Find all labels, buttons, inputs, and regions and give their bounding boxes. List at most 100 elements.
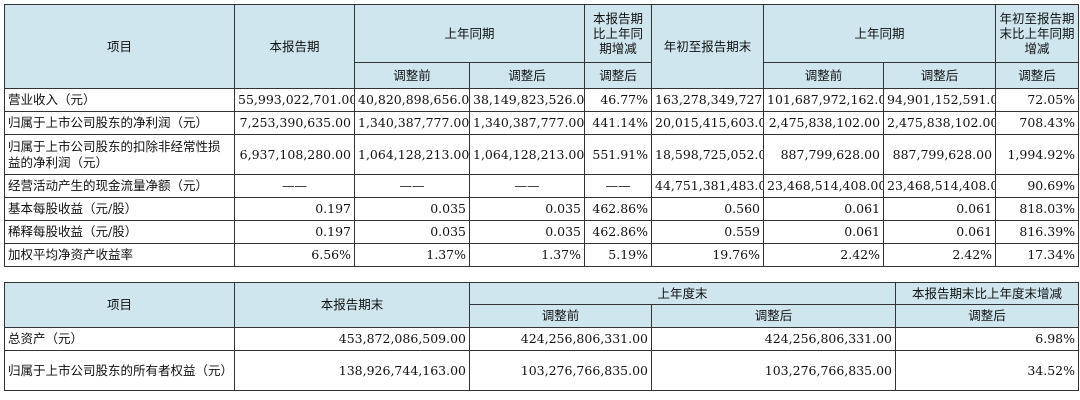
table-cell: 103,276,766,835.00	[469, 350, 652, 391]
table-cell: 0.035	[468, 197, 586, 221]
table-cell: 0.035	[468, 220, 586, 244]
header-same-period-last-year-2: 上年同期	[763, 4, 997, 63]
table-cell: 0.197	[234, 220, 355, 244]
table-cell: ——	[468, 174, 586, 198]
table-cell: 18,598,725,052.00	[651, 134, 765, 175]
table-cell: 887,799,628.00	[883, 134, 997, 175]
table-cell: 19.76%	[651, 243, 765, 267]
header-after-adj-change-3: 调整后	[895, 304, 1080, 328]
header-after-adj-change-2: 调整后	[995, 62, 1080, 89]
table-cell: 424,256,806,331.00	[469, 327, 652, 351]
quarterly-key-data-table: 项目 本报告期 上年同期 本报告期比上年同期增减 年初至报告期末 上年同期 年初…	[4, 4, 1080, 267]
table-cell: 818.03%	[995, 197, 1080, 221]
header-last-year-end: 上年度末	[468, 282, 897, 305]
table-cell: 72.05%	[995, 88, 1080, 112]
table-cell: 2.42%	[883, 243, 997, 267]
table-cell: 0.197	[234, 197, 355, 221]
row-label: 基本每股收益（元/股）	[4, 197, 235, 221]
header-after-adj-2: 调整后	[883, 62, 997, 89]
table-cell: 0.559	[651, 220, 765, 244]
header-change: 本报告期末比上年度末增减	[895, 282, 1080, 305]
table-cell: 0.061	[883, 220, 997, 244]
row-label: 归属于上市公司股东的净利润（元）	[4, 111, 235, 135]
table-cell: 0.035	[354, 197, 470, 221]
table-cell: 38,149,823,526.00	[468, 88, 586, 112]
table-row: 总资产（元） 453,872,086,509.00 424,256,806,33…	[4, 327, 1080, 351]
header-ytd-change: 年初至报告期末比上年同期增减	[995, 4, 1080, 63]
table-row: 经营活动产生的现金流量净额（元） —— —— —— —— 44,751,381,…	[4, 174, 1080, 198]
row-label: 总资产（元）	[4, 327, 235, 351]
table-cell: 40,820,898,656.00	[354, 88, 470, 112]
table-cell: 462.86%	[584, 197, 653, 221]
table-cell: 44,751,381,483.00	[651, 174, 765, 198]
header-item-2: 项目	[4, 282, 235, 328]
table-cell: 441.14%	[584, 111, 653, 135]
row-label: 归属于上市公司股东的所有者权益（元）	[4, 350, 235, 391]
table-cell: 55,993,022,701.00	[234, 88, 355, 112]
header-same-period-last-year: 上年同期	[353, 4, 586, 63]
table-cell: 0.061	[763, 220, 885, 244]
header-before-adj-3: 调整前	[469, 304, 652, 328]
row-label: 经营活动产生的现金流量净额（元）	[4, 174, 235, 198]
table-cell: 1,064,128,213.00	[354, 134, 470, 175]
header-after-adj: 调整后	[468, 62, 586, 89]
table-row: 归属于上市公司股东的所有者权益（元） 138,926,744,163.00 10…	[4, 350, 1080, 391]
table-cell: 0.560	[651, 197, 765, 221]
table-cell: ——	[584, 174, 653, 198]
row-label: 稀释每股收益（元/股）	[4, 220, 235, 244]
table-cell: 887,799,628.00	[763, 134, 885, 175]
table-cell: 138,926,744,163.00	[234, 350, 470, 391]
table-cell: 1,064,128,213.00	[468, 134, 586, 175]
row-label: 加权平均净资产收益率	[4, 243, 235, 267]
table-cell: 103,276,766,835.00	[650, 350, 897, 391]
header-item: 项目	[4, 4, 235, 89]
table-cell: 6.56%	[234, 243, 355, 267]
table-cell: 2.42%	[763, 243, 885, 267]
table-cell: 23,468,514,408.00	[763, 174, 885, 198]
table-cell: 708.43%	[995, 111, 1080, 135]
header-ytd: 年初至报告期末	[651, 4, 765, 89]
table-cell: 20,015,415,603.00	[651, 111, 765, 135]
table-cell: 163,278,349,727.00	[651, 88, 765, 112]
table-cell: 17.34%	[995, 243, 1080, 267]
table-cell: 551.91%	[584, 134, 653, 175]
table-cell: 90.69%	[995, 174, 1080, 198]
table-row: 加权平均净资产收益率 6.56% 1.37% 1.37% 5.19% 19.76…	[4, 243, 1080, 267]
table-cell: 453,872,086,509.00	[234, 327, 470, 351]
table-cell: 46.77%	[584, 88, 653, 112]
table-cell: 2,475,838,102.00	[883, 111, 997, 135]
row-label: 归属于上市公司股东的扣除非经常性损益的净利润（元）	[4, 134, 235, 175]
table-cell: 5.19%	[584, 243, 653, 267]
table-cell: 462.86%	[584, 220, 653, 244]
table-cell: 94,901,152,591.00	[883, 88, 997, 112]
balance-sheet-key-data-table: 项目 本报告期末 上年度末 本报告期末比上年度末增减 调整前 调整后 调整后 总…	[4, 282, 1080, 391]
header-change-pct: 本报告期比上年同期增减	[584, 4, 653, 63]
table-cell: 424,256,806,331.00	[650, 327, 897, 351]
table-cell: 0.061	[763, 197, 885, 221]
table-cell: 101,687,972,162.00	[763, 88, 885, 112]
table-cell: 6.98%	[895, 327, 1080, 351]
table-cell: 1,340,387,777.00	[468, 111, 586, 135]
header-after-adj-change: 调整后	[584, 62, 653, 89]
table-row: 归属于上市公司股东的扣除非经常性损益的净利润（元） 6,937,108,280.…	[4, 134, 1080, 175]
header-after-adj-3: 调整后	[650, 304, 897, 328]
table-row: 稀释每股收益（元/股） 0.197 0.035 0.035 462.86% 0.…	[4, 220, 1080, 244]
table-cell: 23,468,514,408.00	[883, 174, 997, 198]
table-cell: 2,475,838,102.00	[763, 111, 885, 135]
table-cell: 1.37%	[354, 243, 470, 267]
table-cell: 1.37%	[468, 243, 586, 267]
header-before-adj-2: 调整前	[763, 62, 885, 89]
table-cell: 0.061	[883, 197, 997, 221]
header-before-adj: 调整前	[354, 62, 470, 89]
table-cell: 1,994.92%	[995, 134, 1080, 175]
table-row: 归属于上市公司股东的净利润（元） 7,253,390,635.00 1,340,…	[4, 111, 1080, 135]
table-cell: 0.035	[354, 220, 470, 244]
header-current-period: 本报告期	[234, 4, 355, 89]
row-label: 营业收入（元）	[4, 88, 235, 112]
table-cell: 816.39%	[995, 220, 1080, 244]
table-row: 营业收入（元） 55,993,022,701.00 40,820,898,656…	[4, 88, 1080, 112]
table-row: 基本每股收益（元/股） 0.197 0.035 0.035 462.86% 0.…	[4, 197, 1080, 221]
table-cell: 6,937,108,280.00	[234, 134, 355, 175]
header-period-end: 本报告期末	[234, 282, 470, 328]
table-cell: 7,253,390,635.00	[234, 111, 355, 135]
